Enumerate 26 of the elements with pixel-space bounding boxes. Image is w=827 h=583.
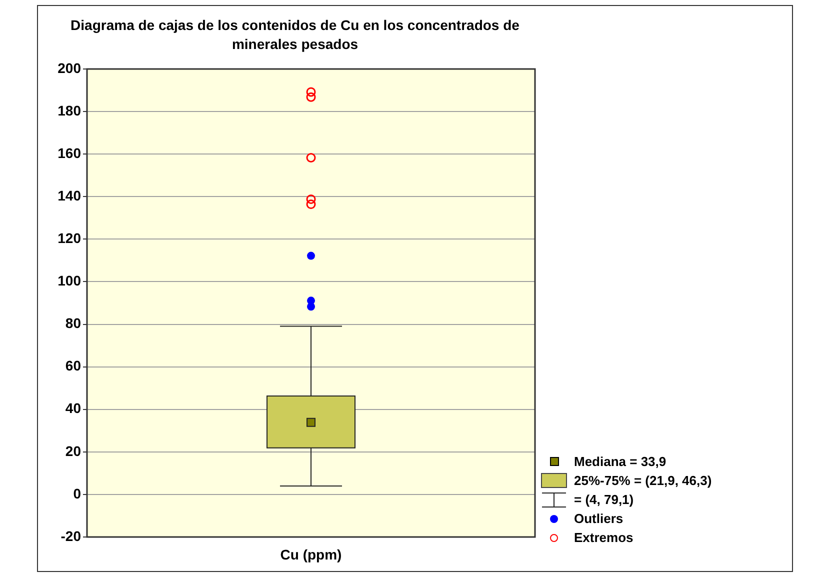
y-tick-label: 140 (58, 187, 82, 204)
y-tick-label: 0 (73, 485, 82, 502)
x-tick-label: Cu (ppm) (280, 546, 342, 562)
point (307, 252, 315, 260)
point (306, 87, 316, 97)
y-tick-label: 60 (65, 358, 82, 374)
text: Mediana = 33,9 (574, 454, 666, 469)
legend-label: Extremos (574, 530, 634, 545)
y-tick-label: 180 (58, 102, 82, 118)
y-tick-label: 200 (58, 60, 82, 76)
point (307, 296, 315, 305)
y-tick-label: 120 (58, 230, 82, 246)
y-tick-label: 100 (58, 272, 82, 289)
legend-label: Outliers (574, 511, 624, 526)
point (306, 92, 316, 102)
y-tick-label: 160 (58, 144, 82, 161)
text: 25%-75% = (21,9, 46,3) (574, 473, 712, 488)
chart-title: Diagrama de cajas de los contenidos de Cu en los concentrados de minerales pesados (70, 16, 520, 54)
point (306, 194, 316, 204)
point (306, 152, 316, 162)
point (306, 200, 316, 210)
y-tick-label: 80 (65, 315, 82, 332)
text: = (4, 79,1) (574, 492, 634, 507)
y-tick-label: -20 (60, 528, 82, 544)
y-tick-label: 40 (65, 400, 82, 416)
y-tick-label: 20 (65, 442, 82, 459)
